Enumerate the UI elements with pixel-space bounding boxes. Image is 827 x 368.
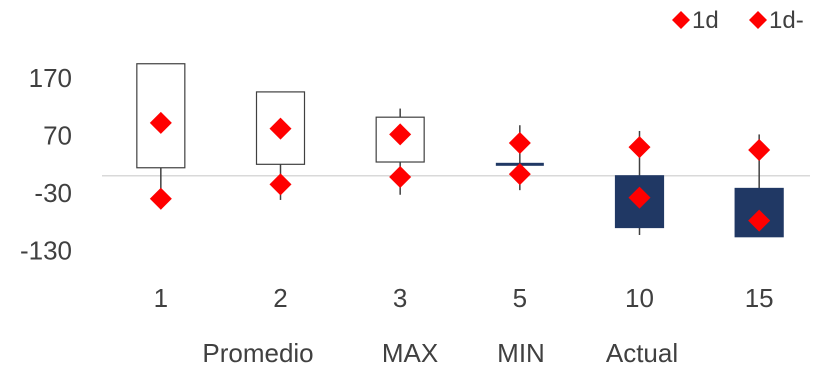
x-subcategory-label: Actual — [606, 338, 678, 368]
legend: 1d 1d- — [672, 7, 804, 34]
x-subcategory-label: Promedio — [202, 338, 313, 368]
y-axis-ticks: 170 70 -30 -130 — [20, 63, 72, 265]
x-tick-label: 3 — [393, 283, 407, 313]
candle-bodies — [136, 63, 784, 238]
marker-1d--1 — [149, 187, 172, 210]
marker-1d-1 — [149, 111, 172, 134]
marker-1d-3 — [389, 123, 412, 146]
x-tick-label: 1 — [154, 283, 168, 313]
legend-label-1d: 1d — [692, 7, 719, 34]
marker-1d-5 — [508, 132, 531, 155]
x-axis-ticks: 1 2 3 5 10 15 — [154, 283, 774, 313]
x-subcategory-label: MAX — [382, 338, 438, 368]
marker-1d--2 — [269, 173, 292, 196]
legend-marker-1d — [672, 11, 690, 29]
x-tick-label: 2 — [273, 283, 287, 313]
legend-marker-1d- — [749, 11, 767, 29]
marker-1d--15 — [748, 209, 771, 232]
y-tick-label: 70 — [43, 121, 72, 151]
y-tick-label: -30 — [34, 178, 72, 208]
x-subcategory-label: MIN — [497, 338, 545, 368]
legend-label-1d-: 1d- — [769, 7, 804, 34]
marker-1d--10 — [628, 186, 651, 209]
x-axis-subcategories: Promedio MAX MIN Actual — [202, 338, 678, 368]
x-tick-label: 15 — [745, 283, 774, 313]
marker-1d-2 — [269, 117, 292, 140]
x-tick-label: 5 — [513, 283, 527, 313]
y-tick-label: -130 — [20, 236, 72, 266]
candle-wicks — [160, 63, 760, 237]
marker-1d-15 — [748, 138, 771, 161]
y-tick-label: 170 — [29, 63, 72, 93]
x-tick-label: 10 — [625, 283, 654, 313]
marker-1d-10 — [628, 136, 651, 159]
marker-1d--5 — [508, 163, 531, 186]
marker-1d--3 — [389, 165, 412, 188]
series-markers — [149, 111, 771, 232]
